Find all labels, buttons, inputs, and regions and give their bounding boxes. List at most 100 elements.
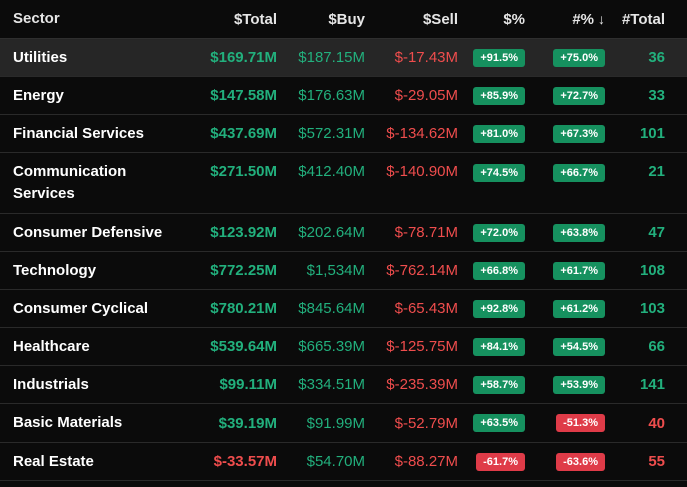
row-sell: $-17.43M [394, 49, 458, 66]
row-dollar-pct: +91.5% [473, 39, 525, 76]
row-buy: $572.31M [298, 125, 365, 142]
row-dollar-pct: +74.5% [473, 153, 525, 213]
row-sell: $-65.43M [394, 300, 458, 317]
row-sell: $-134.62M [386, 125, 458, 142]
row-total: $437.69M [210, 125, 277, 142]
row-sector: Technology [13, 261, 97, 279]
row-buy: $176.63M [298, 87, 365, 104]
table-row[interactable]: Real Estate $-33.57M $54.70M $-88.27M -6… [0, 443, 687, 481]
row-sell: $-235.39M [386, 376, 458, 393]
table-row[interactable]: Financial Services $437.69M $572.31M $-1… [0, 115, 687, 153]
column-header-count[interactable]: #Total [621, 10, 665, 28]
table-row[interactable]: Utilities $169.71M $187.15M $-17.43M +91… [0, 39, 687, 77]
dollar-pct-badge: +92.8% [473, 299, 525, 318]
row-dollar-pct: +63.5% [473, 404, 525, 442]
row-total: $147.58M [210, 87, 277, 104]
table-row[interactable]: Energy $147.58M $176.63M $-29.05M +85.9%… [0, 77, 687, 115]
row-buy: $665.39M [298, 338, 365, 355]
row-count: 40 [648, 414, 665, 432]
row-buy: $187.15M [298, 49, 365, 66]
table-row[interactable]: Basic Materials $39.19M $91.99M $-52.79M… [0, 404, 687, 443]
row-sector: Real Estate [13, 452, 94, 470]
count-pct-badge: +54.5% [553, 337, 605, 356]
count-pct-badge: -63.6% [556, 452, 605, 471]
dollar-pct-badge: +58.7% [473, 375, 525, 394]
row-count-pct: -63.6% [556, 443, 605, 480]
row-count: 108 [639, 262, 665, 279]
column-header-dollar-pct[interactable]: $% [503, 10, 525, 28]
row-total: $39.19M [218, 414, 277, 432]
row-sector: Communication Services [13, 163, 127, 202]
dollar-pct-badge: +91.5% [473, 48, 525, 67]
row-sell: $-125.75M [386, 338, 458, 355]
dollar-pct-badge: +84.1% [473, 337, 525, 356]
row-count: 66 [648, 338, 665, 355]
table-row[interactable]: Healthcare $539.64M $665.39M $-125.75M +… [0, 328, 687, 366]
row-buy: $845.64M [298, 300, 365, 317]
table-row[interactable]: Consumer Cyclical $780.21M $845.64M $-65… [0, 290, 687, 328]
table-row[interactable]: Technology $772.25M $1,534M $-762.14M +6… [0, 252, 687, 290]
row-dollar-pct: +92.8% [473, 290, 525, 327]
table-row[interactable]: Consumer Defensive $123.92M $202.64M $-7… [0, 214, 687, 252]
row-count-pct: -51.3% [556, 404, 605, 442]
row-sell: $-78.71M [394, 224, 458, 241]
dollar-pct-badge: +81.0% [473, 124, 525, 143]
row-dollar-pct: +81.0% [473, 115, 525, 152]
row-dollar-pct: +72.0% [473, 214, 525, 251]
row-sell: $-140.90M [386, 163, 458, 180]
row-sector: Utilities [13, 48, 68, 66]
count-pct-badge: +61.7% [553, 261, 605, 280]
column-header-total[interactable]: $Total [233, 10, 277, 28]
row-total: $780.21M [210, 300, 277, 317]
row-sell: $-52.79M [394, 414, 458, 432]
dollar-pct-badge: +85.9% [473, 86, 525, 105]
count-pct-badge: +72.7% [553, 86, 605, 105]
row-buy: $334.51M [298, 376, 365, 393]
row-count-pct: +75.0% [553, 39, 605, 76]
row-total: $123.92M [210, 224, 277, 241]
sort-descending-icon: ↓ [598, 11, 605, 27]
row-buy: $91.99M [306, 414, 365, 432]
row-count: 21 [648, 163, 665, 180]
column-header-buy[interactable]: $Buy [328, 10, 365, 28]
row-count-pct: +63.8% [553, 214, 605, 251]
row-total: $-33.57M [213, 453, 277, 470]
row-count: 33 [648, 87, 665, 104]
row-total: $99.11M [219, 376, 277, 393]
table-row[interactable]: Industrials $99.11M $334.51M $-235.39M +… [0, 366, 687, 404]
row-count-pct: +67.3% [553, 115, 605, 152]
row-count: 101 [639, 125, 665, 142]
count-pct-badge: +61.2% [553, 299, 605, 318]
dollar-pct-badge: +63.5% [473, 414, 525, 432]
column-header-count-pct[interactable]: #% ↓ [572, 0, 605, 38]
count-pct-badge: +63.8% [553, 223, 605, 242]
column-header-sell[interactable]: $Sell [422, 10, 458, 28]
table-row[interactable]: Communication Services $271.50M $412.40M… [0, 153, 687, 214]
row-count-pct: +53.9% [553, 366, 605, 403]
column-header-sector[interactable]: Sector [13, 10, 60, 27]
row-count-pct: +66.7% [553, 153, 605, 213]
table-header: Sector $Total $Buy $Sell $% #% ↓ #Total [0, 0, 687, 39]
row-sector: Healthcare [13, 337, 90, 355]
row-sector: Energy [13, 86, 64, 104]
row-count: 36 [648, 49, 665, 66]
row-count: 103 [639, 300, 665, 317]
row-dollar-pct: +84.1% [473, 328, 525, 365]
row-count: 47 [648, 224, 665, 241]
count-pct-badge: +75.0% [553, 48, 605, 67]
row-dollar-pct: -61.7% [476, 443, 525, 480]
row-total: $539.64M [210, 338, 277, 355]
row-count-pct: +72.7% [553, 77, 605, 114]
row-buy: $412.40M [298, 163, 365, 180]
row-dollar-pct: +85.9% [473, 77, 525, 114]
row-count-pct: +54.5% [553, 328, 605, 365]
row-sell: $-762.14M [386, 262, 458, 279]
row-dollar-pct: +66.8% [473, 252, 525, 289]
row-sector: Consumer Defensive [13, 223, 163, 241]
row-total: $271.50M [210, 163, 277, 180]
dollar-pct-badge: +66.8% [473, 261, 525, 280]
count-pct-badge: +67.3% [553, 124, 605, 143]
row-count-pct: +61.7% [553, 252, 605, 289]
row-count: 141 [639, 376, 665, 393]
